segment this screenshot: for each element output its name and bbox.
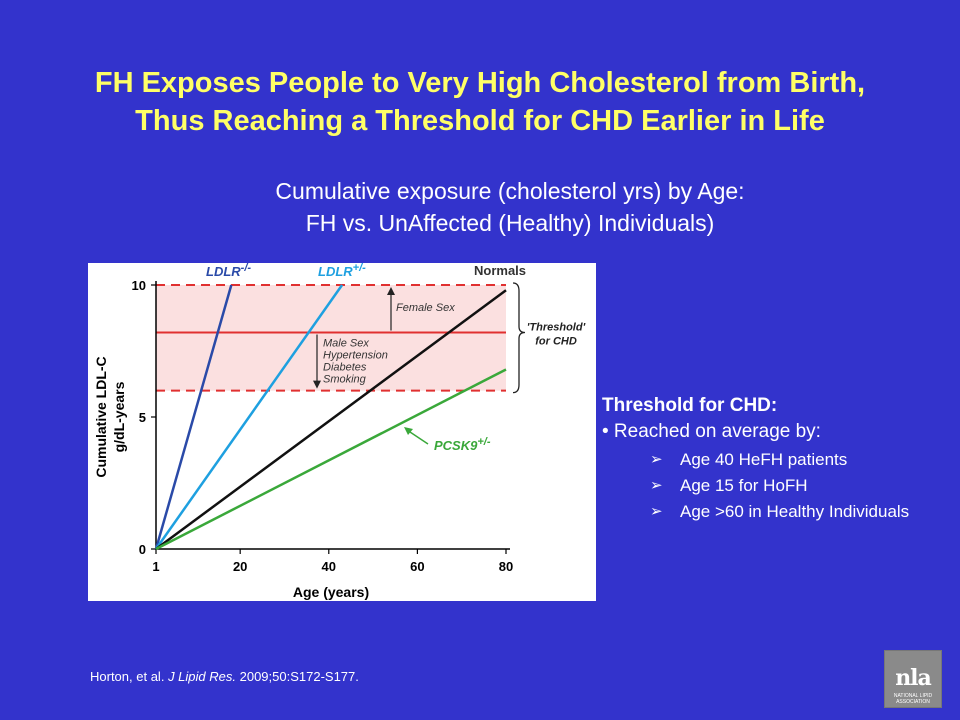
risk-factor-label: Diabetes — [323, 362, 367, 374]
nla-logo: nla NATIONAL LIPID ASSOCIATION — [884, 650, 942, 708]
pcsk9-pointer — [406, 429, 429, 445]
subtitle-line-1: Cumulative exposure (cholesterol yrs) by… — [275, 178, 745, 204]
arrow-bullet-icon: ➢ — [650, 477, 663, 494]
x-axis-label: Age (years) — [293, 584, 369, 600]
risk-factor-label: Smoking — [323, 374, 367, 386]
female-sex-arrowhead — [387, 287, 395, 295]
series-label-0: LDLR-/- — [206, 263, 251, 279]
risk-factor-label: Male Sex — [323, 338, 369, 350]
arrow-bullet-icon: ➢ — [650, 451, 663, 468]
y-tick-label: 10 — [132, 278, 146, 293]
list-item: ➢ Age 40 HeFH patients — [648, 447, 942, 472]
citation: Horton, et al. J Lipid Res. 2009;50:S172… — [90, 669, 359, 684]
ldl-cumulative-chart: 0 5 10 1 20 40 60 80 Age (years) Cumulative LDL-C… — [93, 263, 586, 600]
series-line-2 — [155, 289, 507, 551]
x-tick-label: 1 — [152, 559, 159, 574]
risk-factors-arrowhead — [313, 380, 321, 389]
arrow-bullet-icon: ➢ — [650, 503, 663, 520]
y-tick-label: 0 — [139, 542, 146, 557]
y-tick-label: 5 — [139, 410, 146, 425]
series-line-3 — [155, 368, 507, 551]
title-line-2: Thus Reaching a Threshold for CHD Earlie… — [135, 105, 825, 137]
threshold-list: ➢ Age 40 HeFH patients ➢ Age 15 for HoFH… — [602, 447, 942, 524]
list-item-text: Age >60 in Healthy Individuals — [680, 502, 910, 521]
list-item: ➢ Age 15 for HoFH — [648, 473, 942, 498]
pcsk9-pointer-head — [404, 427, 413, 435]
threshold-heading: Threshold for CHD: — [602, 395, 778, 416]
subtitle-line-2: FH vs. UnAffected (Healthy) Individuals) — [305, 210, 715, 236]
x-tick-label: 60 — [410, 559, 424, 574]
citation-journal: J Lipid Res. — [168, 669, 236, 684]
title-line-1: FH Exposes People to Very High Cholester… — [94, 67, 866, 99]
logo-letters: nla — [895, 665, 932, 691]
list-item-text: Age 15 for HoFH — [680, 476, 808, 495]
chart-subtitle: Cumulative exposure (cholesterol yrs) by… — [200, 175, 820, 239]
threshold-brace — [512, 282, 526, 394]
y-axis-label-line-1: Cumulative LDL-C — [93, 356, 109, 477]
threshold-label-line-1: 'Threshold' — [527, 322, 586, 334]
y-axis-label-line-2: g/dL-years — [111, 381, 127, 452]
series-line-1 — [154, 284, 344, 550]
citation-details: 2009;50:S172-S177. — [239, 669, 359, 684]
risk-factor-label: Hypertension — [323, 350, 388, 362]
series-label-1: LDLR+/- — [318, 263, 366, 279]
threshold-label-line-2: for CHD — [535, 336, 577, 348]
series-line-0 — [154, 284, 233, 550]
x-tick-label: 80 — [499, 559, 513, 574]
threshold-summary: Threshold for CHD: • Reached on average … — [602, 393, 942, 525]
series-label-2: Normals — [474, 263, 526, 278]
x-tick-label: 20 — [233, 559, 247, 574]
citation-authors: Horton, et al. — [90, 669, 165, 684]
logo-caption: NATIONAL LIPID ASSOCIATION — [893, 693, 933, 705]
female-sex-label: Female Sex — [396, 302, 455, 314]
threshold-intro: • Reached on average by: — [602, 421, 821, 442]
slide-title: FH Exposes People to Very High Cholester… — [0, 64, 960, 140]
x-tick-label: 40 — [322, 559, 336, 574]
series-label-3: PCSK9+/- — [434, 436, 491, 453]
list-item: ➢ Age >60 in Healthy Individuals — [648, 499, 942, 524]
chart-panel: 0 5 10 1 20 40 60 80 Age (years) Cumulative LDL-C… — [88, 263, 596, 601]
list-item-text: Age 40 HeFH patients — [680, 450, 848, 469]
